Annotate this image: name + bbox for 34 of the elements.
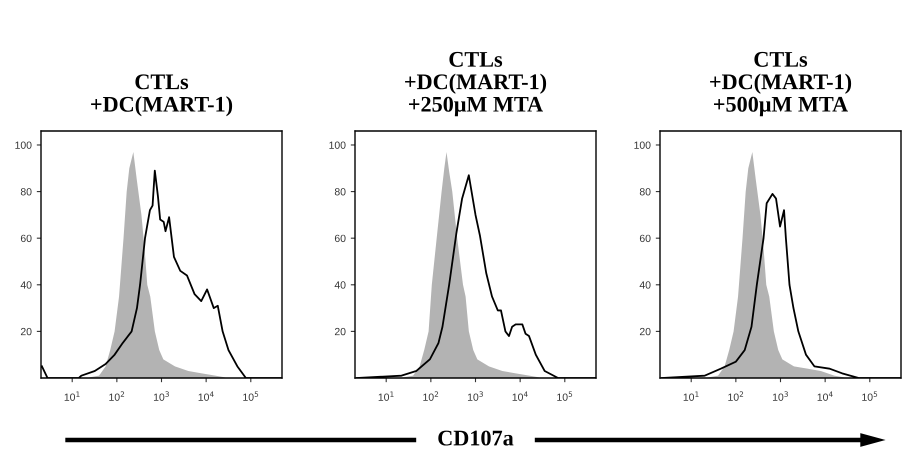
x-tick-label: 10$^{4}$ xyxy=(512,391,528,401)
x-tick-label: 10$^{5}$ xyxy=(243,391,258,401)
x-tick-label: 10$^{2}$ xyxy=(423,391,438,401)
x-tick-label: 10$^{5}$ xyxy=(862,391,878,401)
x-tick-label: 10$^{2}$ xyxy=(728,391,744,401)
x-tick-label: 10$^{5}$ xyxy=(557,391,572,401)
x-tick-label: 10$^{1}$ xyxy=(64,391,80,401)
y-tick-label: 60 xyxy=(20,234,32,242)
y-tick-label: 40 xyxy=(334,281,346,289)
y-tick-label: 100 xyxy=(15,141,32,149)
y-tick-label: 60 xyxy=(334,234,346,242)
y-tick-label: 80 xyxy=(20,188,32,196)
y-tick-label: 100 xyxy=(329,141,346,149)
x-tick-label: 10$^{3}$ xyxy=(154,391,169,401)
x-tick-label: 10$^{1}$ xyxy=(684,391,699,401)
y-tick-label: 100 xyxy=(634,141,651,149)
y-tick-label: 20 xyxy=(640,328,651,336)
x-tick-label: 10$^{3}$ xyxy=(468,391,483,401)
x-tick-label: 10$^{3}$ xyxy=(772,391,788,401)
y-tick-label: 20 xyxy=(20,328,32,336)
y-tick-label: 20 xyxy=(334,328,346,336)
y-tick-label: 40 xyxy=(20,281,32,289)
chart-title: CTLs +DC(MART-1) xyxy=(91,74,232,116)
chart-title: CTLs +DC(MART-1) +500μM MTA xyxy=(710,52,852,116)
x-tick-label: 10$^{2}$ xyxy=(109,391,124,401)
y-tick-label: 80 xyxy=(334,188,346,196)
y-tick-label: 80 xyxy=(640,188,651,196)
y-tick-label: 40 xyxy=(640,281,651,289)
y-tick-label: 60 xyxy=(640,234,651,242)
x-tick-label: 10$^{1}$ xyxy=(378,391,394,401)
x-axis-title: CD107a xyxy=(438,430,514,446)
x-tick-label: 10$^{4}$ xyxy=(818,391,833,401)
chart-title: CTLs +DC(MART-1) +250μM MTA xyxy=(405,52,546,116)
x-tick-label: 10$^{4}$ xyxy=(198,391,214,401)
